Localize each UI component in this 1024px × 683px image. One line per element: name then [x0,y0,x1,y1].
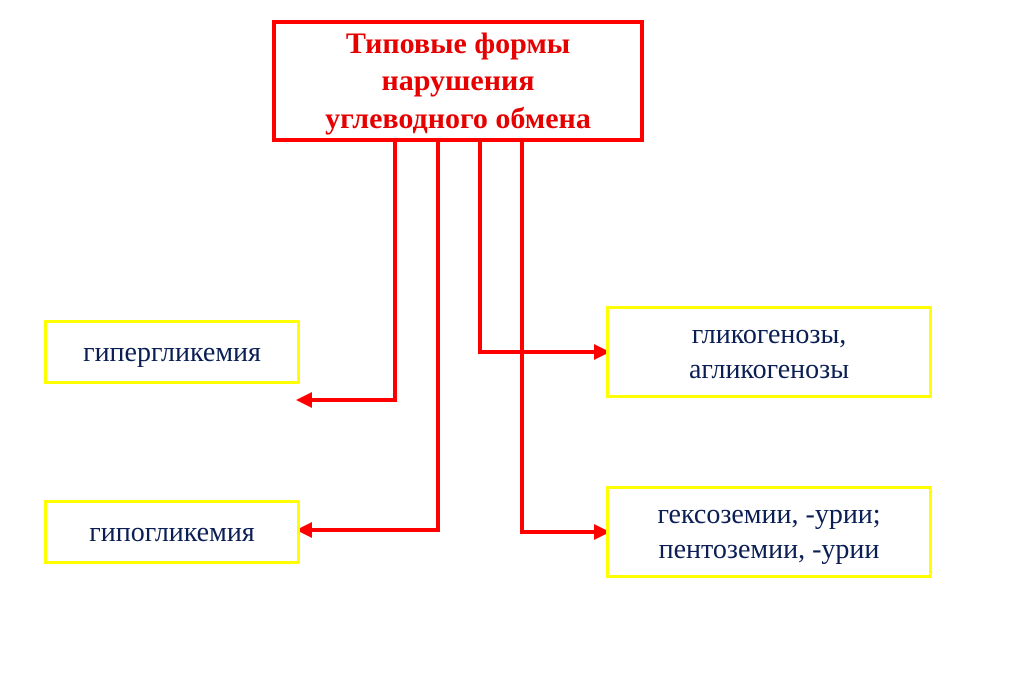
leaf-node-hexosemias: гексоземии, -урии;пентоземии, -урии [606,486,932,578]
leaf-node-hexosemias-line: гексоземии, -урии; [657,497,880,532]
root-node-line: нарушения [381,62,534,100]
connector-hexosemias [522,142,606,532]
leaf-node-hyperglycemia-line: гипергликемия [83,335,261,370]
leaf-node-glycogenoses-line: гликогенозы, [692,317,847,352]
leaf-node-hypoglycemia: гипогликемия [44,500,300,564]
root-node: Типовые формынарушенияуглеводного обмена [272,20,644,142]
connector-glycogenoses [480,142,606,352]
leaf-node-hyperglycemia: гипергликемия [44,320,300,384]
connector-hyperglycemia [300,142,395,400]
leaf-node-glycogenoses-line: агликогенозы [689,352,849,387]
root-node-line: углеводного обмена [325,100,591,138]
leaf-node-glycogenoses: гликогенозы,агликогенозы [606,306,932,398]
leaf-node-hypoglycemia-line: гипогликемия [89,515,254,550]
root-node-line: Типовые формы [346,25,570,63]
leaf-node-hexosemias-line: пентоземии, -урии [659,532,880,567]
connector-hypoglycemia [300,142,438,530]
